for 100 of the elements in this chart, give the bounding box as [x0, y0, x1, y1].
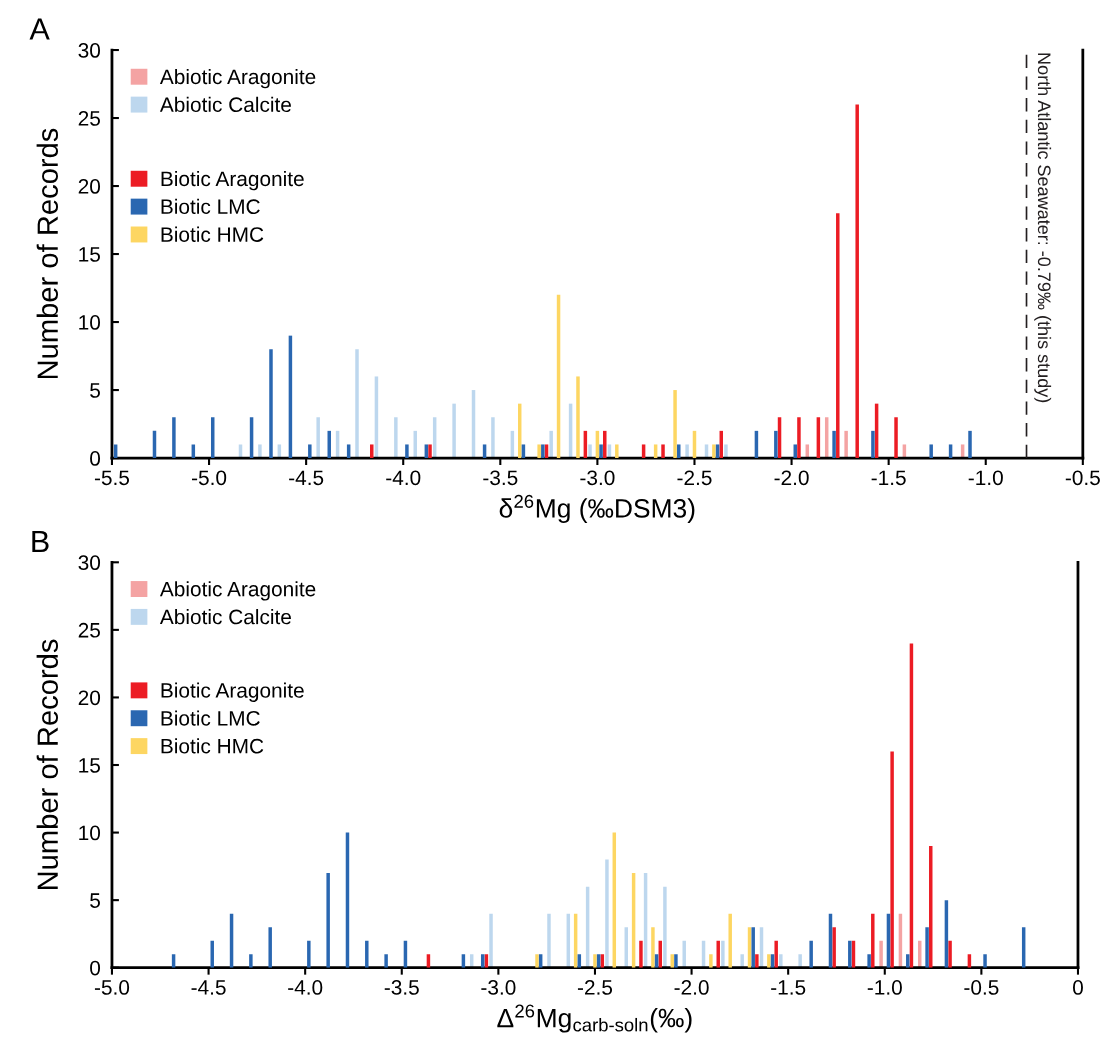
bar	[867, 954, 871, 968]
bar	[489, 913, 493, 968]
bar	[716, 940, 720, 968]
y-tick-label: 25	[78, 622, 100, 638]
bar	[848, 940, 852, 968]
y-tick-label: 20	[78, 690, 101, 706]
x-tick-label: 0	[1073, 980, 1083, 995]
bar	[172, 417, 176, 459]
y-axis-title: Number of Records	[36, 639, 59, 890]
x-tick-label: -3.0	[481, 980, 516, 995]
bar	[308, 444, 312, 459]
x-tick-label: -1.0	[968, 470, 1003, 486]
x-tick-label: -5.0	[94, 980, 130, 995]
bar	[712, 444, 716, 459]
bar	[740, 954, 744, 968]
bar	[832, 430, 836, 459]
bar	[673, 390, 677, 459]
bar	[370, 444, 374, 459]
bar	[605, 859, 609, 968]
y-tick-label: 0	[90, 960, 101, 976]
bar	[327, 430, 331, 459]
bar	[394, 417, 398, 459]
bar	[894, 417, 898, 459]
x-tick-label: -2.5	[577, 980, 613, 995]
y-tick-label: 10	[79, 315, 101, 330]
bar	[809, 940, 813, 968]
bar	[316, 417, 320, 459]
x-tick-label: -4.0	[386, 470, 421, 486]
text: A	[29, 18, 50, 40]
y-tick-label: 15	[79, 758, 100, 773]
legend-label: Biotic Aragonite	[161, 170, 304, 191]
text: B	[32, 530, 49, 553]
x-tick-label: -4.5	[289, 470, 324, 486]
x-tick-label: -2.0	[674, 980, 709, 995]
bar	[549, 430, 553, 459]
bar	[326, 873, 330, 968]
y-tick-label: 0	[90, 451, 101, 466]
bar	[588, 444, 592, 459]
bar	[871, 430, 875, 459]
bar	[661, 444, 665, 459]
legend-label: Abiotic Aragonite	[159, 68, 316, 89]
x-tick-label: -5.0	[192, 470, 227, 486]
bar	[258, 444, 262, 459]
bar	[307, 940, 311, 968]
y-tick-label: 10	[79, 825, 101, 841]
bar	[724, 444, 728, 459]
bar	[709, 954, 713, 968]
bar	[798, 954, 802, 968]
bar	[269, 349, 273, 459]
x-tick-label: -4.0	[288, 980, 323, 995]
bar	[751, 927, 755, 968]
x-tick-label: -2.5	[677, 470, 712, 486]
bar	[968, 430, 972, 459]
bar	[535, 954, 539, 968]
bar	[774, 430, 778, 459]
legend-label: Abiotic Calcite	[159, 96, 291, 113]
legend-label: Biotic HMC	[161, 226, 264, 242]
x-tick-label: -0.5	[1065, 470, 1100, 486]
legend-label: Biotic LMC	[161, 198, 260, 215]
bar	[576, 376, 580, 459]
bar	[674, 954, 678, 968]
bar	[879, 940, 883, 968]
bar	[541, 444, 545, 459]
y-tick-label: 5	[90, 383, 100, 398]
bar	[547, 913, 551, 968]
bar	[855, 104, 859, 459]
legend-label: Biotic HMC	[161, 738, 264, 754]
bar	[428, 444, 432, 459]
x-tick-label: -3.0	[580, 470, 615, 486]
bar	[728, 913, 732, 968]
bar	[767, 954, 771, 968]
x-tick-label: -3.5	[384, 980, 419, 995]
bar	[537, 444, 541, 459]
bar	[365, 940, 369, 968]
bar	[906, 954, 910, 968]
bar	[890, 751, 894, 968]
bar	[948, 940, 952, 968]
bar	[755, 954, 759, 968]
bar	[929, 444, 933, 459]
bar	[832, 927, 836, 968]
bar	[925, 927, 929, 968]
bar	[721, 940, 725, 968]
x-tick-label: -1.5	[871, 470, 906, 486]
bar	[797, 417, 801, 459]
bar	[249, 954, 253, 968]
x-tick-label: -4.5	[191, 980, 226, 995]
bar	[639, 940, 643, 968]
y-tick-label: 25	[78, 111, 100, 126]
bar	[615, 444, 619, 459]
bar	[603, 430, 607, 459]
x-axis-title: δ$^{26}$Mg (‰DSM3)	[499, 494, 695, 523]
y-axis-title: Number of Records	[36, 128, 59, 379]
legend-label: Abiotic Calcite	[159, 609, 291, 625]
x-tick-label: -5.5	[94, 470, 130, 486]
bar	[210, 940, 214, 968]
x-tick-label: -2.0	[774, 470, 809, 486]
x-tick-label: -3.5	[483, 470, 518, 486]
bar	[774, 940, 778, 968]
legend-label: Biotic LMC	[161, 710, 260, 726]
y-tick-label: 30	[78, 555, 101, 571]
